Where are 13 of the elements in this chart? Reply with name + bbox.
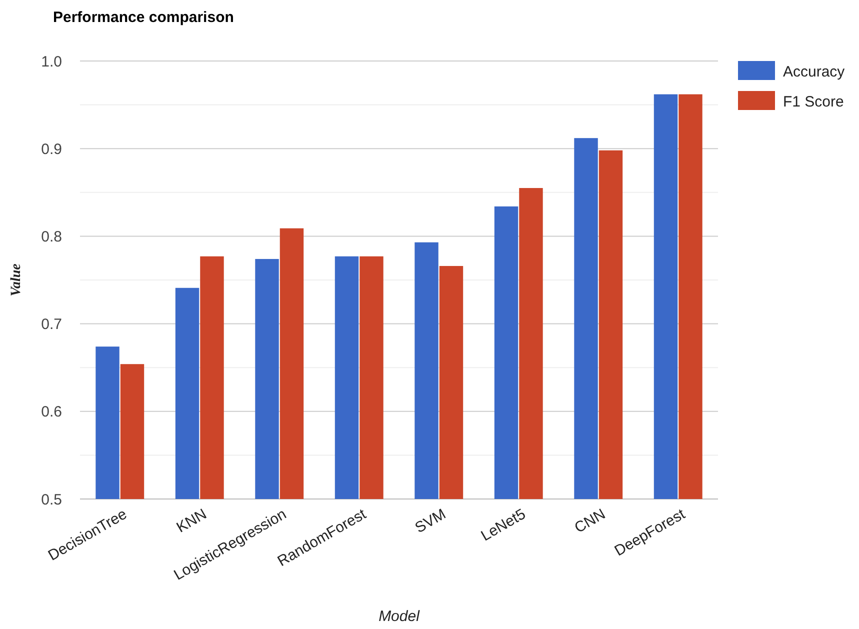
- legend-label: Accuracy: [783, 63, 846, 80]
- y-axis-title: Value: [9, 264, 24, 296]
- y-tick-label: 0.7: [41, 316, 62, 334]
- y-tick-label: 1.0: [41, 53, 62, 70]
- x-tick-label: SVM: [412, 506, 449, 537]
- y-tick-label: 0.5: [41, 491, 62, 508]
- y-tick-label: 0.6: [41, 404, 62, 421]
- y-tick-label: 0.9: [41, 140, 62, 158]
- x-tick-label: CNN: [572, 506, 608, 537]
- legend-label: F1 Score: [783, 93, 844, 110]
- y-tick-label: 0.8: [41, 228, 62, 246]
- chart-title: Performance comparison: [53, 9, 234, 26]
- x-axis-title: Model: [378, 608, 420, 625]
